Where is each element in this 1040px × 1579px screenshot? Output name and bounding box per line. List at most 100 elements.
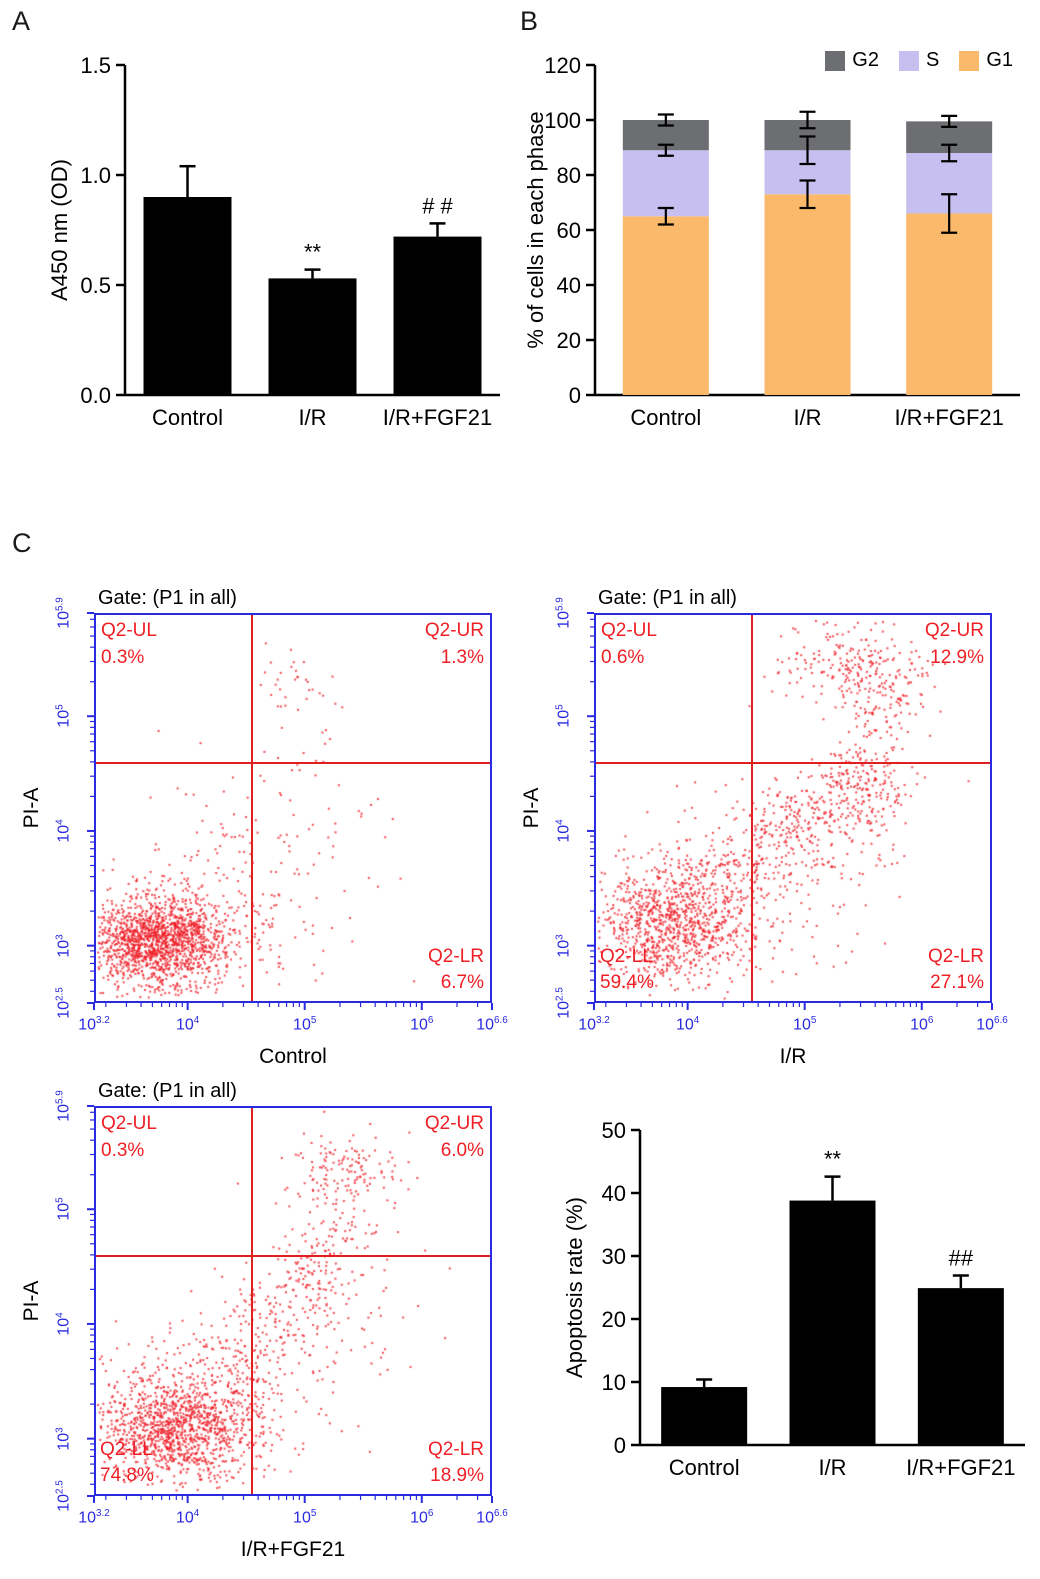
quadrant-line-vertical (251, 615, 254, 1001)
scatter-dots-canvas (96, 615, 490, 1001)
significance-annotation: ** (824, 1147, 842, 1172)
y-tick-label: 0.0 (80, 383, 111, 408)
quadrant-ur-name: Q2-UR (424, 620, 484, 641)
quadrant-ul: Q2-UL 0.3% (101, 618, 157, 671)
quadrant-ul-name: Q2-UL (601, 620, 657, 641)
panel-a-label: A (12, 6, 31, 36)
bar-I/R+FGF21 (393, 236, 482, 395)
x-tick-label: 103.2 (78, 1508, 110, 1527)
axis-ticks (587, 612, 993, 1010)
y-tick-label: 102.5 (54, 987, 73, 1019)
y-tick-label: 105 (54, 1197, 73, 1221)
x-axis-label: I/R+FGF21 (240, 1538, 346, 1561)
panel-b-label: B (520, 6, 539, 36)
quadrant-line-horizontal (96, 761, 490, 764)
x-tick-label: 106 (410, 1508, 434, 1527)
quadrant-line-vertical (751, 615, 754, 1001)
y-axis-label: Apoptosis rate (%) (562, 1197, 587, 1378)
flow-plot-control: Gate: (P1 in all) Q2-UL 0.3% Q2-UR 1.3% … (20, 585, 520, 1080)
y-axis-label: PI-A (20, 1280, 43, 1322)
quadrant-ur-pct: 6.0% (440, 1139, 484, 1161)
y-tick-label: 105.9 (554, 597, 573, 629)
x-category-label: I/R (298, 405, 326, 430)
y-tick-label: 1.5 (80, 53, 111, 78)
bar-Control (143, 197, 232, 395)
x-tick-label: 106 (410, 1015, 434, 1034)
y-axis-label: % of cells in each phase (523, 111, 548, 348)
viability-bar-chart: 0.0 0.5 1.0 1.5 A450 nm (OD) Control ** I/R # # I… (35, 25, 510, 455)
quadrant-ul-name: Q2-UL (101, 1113, 157, 1134)
x-tick-label: 106.6 (476, 1508, 508, 1527)
quadrant-line-horizontal (596, 761, 990, 764)
quadrant-lr-pct: 27.1% (930, 972, 984, 994)
flow-plot-ir-fgf21: Gate: (P1 in all) Q2-UL 0.3% Q2-UR 6.0% … (20, 1078, 520, 1573)
plot-frame: Q2-UL 0.3% Q2-UR 6.0% Q2-LR 18.9% Q2-LL … (94, 1106, 492, 1496)
legend-item-G1: G1 (959, 49, 1013, 72)
legend-item-G2: G2 (825, 49, 879, 72)
y-tick-label: 105 (54, 704, 73, 728)
legend-swatch-S (898, 50, 919, 71)
gate-label: Gate: (P1 in all) (98, 587, 237, 609)
y-tick-label: 102.5 (554, 987, 573, 1019)
x-category-label: I/R+FGF21 (894, 405, 1003, 430)
axis-ticks (87, 1105, 493, 1503)
x-category-label: I/R+FGF21 (383, 405, 492, 430)
x-tick-label: 105 (293, 1508, 317, 1527)
y-tick-label: 30 (602, 1244, 626, 1269)
quadrant-ul: Q2-UL 0.6% (601, 618, 657, 671)
scatter-dots-canvas (596, 615, 990, 1001)
quadrant-lr-pct: 6.7% (440, 972, 484, 994)
quadrant-ur-name: Q2-UR (924, 620, 984, 641)
x-tick-label: 105 (293, 1015, 317, 1034)
plot-frame: Q2-UL 0.3% Q2-UR 1.3% Q2-LR 6.7% (94, 613, 492, 1003)
panel-c-label: C (12, 528, 32, 558)
bar-I/R (789, 1200, 876, 1445)
quadrant-ul-pct: 0.6% (601, 646, 645, 668)
legend-label-G1: G1 (986, 49, 1013, 71)
quadrant-ul-pct: 0.3% (101, 1139, 145, 1161)
y-tick-label: 103 (54, 933, 73, 958)
y-tick-label: 80 (557, 163, 581, 188)
segment-G1-I/R (764, 194, 851, 395)
quadrant-ul-name: Q2-UL (101, 620, 157, 641)
y-tick-label: 20 (557, 328, 581, 353)
quadrant-ur-name: Q2-UR (424, 1113, 484, 1134)
y-tick-label: 100 (544, 108, 581, 133)
legend: G2 S G1 (825, 49, 1013, 72)
scatter-dots-canvas (96, 1108, 490, 1494)
y-tick-label: 20 (602, 1307, 626, 1332)
flow-plot-ir: Gate: (P1 in all) Q2-UL 0.6% Q2-UR 12.9%… (520, 585, 1020, 1080)
quadrant-ul: Q2-UL 0.3% (101, 1111, 157, 1164)
x-tick-label: 106.6 (976, 1015, 1008, 1034)
y-axis-label: PI-A (520, 787, 543, 829)
segment-G1-I/R+FGF21 (906, 213, 993, 395)
y-tick-label: 103 (54, 1426, 73, 1451)
quadrant-lr-name: Q2-LR (928, 945, 984, 967)
x-tick-label: 106 (910, 1015, 934, 1034)
y-tick-label: 50 (602, 1118, 626, 1143)
quadrant-ur: Q2-UR 12.9% (925, 618, 984, 671)
y-tick-label: 104 (54, 819, 73, 843)
axis-ticks (87, 612, 493, 1010)
significance-annotation: ## (949, 1246, 974, 1271)
gate-label: Gate: (P1 in all) (598, 587, 737, 609)
gate-label: Gate: (P1 in all) (98, 1080, 237, 1102)
y-tick-label: 105.9 (54, 597, 73, 629)
x-axis-label: I/R (779, 1045, 807, 1068)
quadrant-lr-name: Q2-LR (428, 945, 484, 967)
plot-frame: Q2-UL 0.6% Q2-UR 12.9% Q2-LR 27.1% Q2-LL… (594, 613, 992, 1003)
legend-swatch-G2 (825, 50, 846, 71)
x-category-label: I/R (793, 405, 821, 430)
x-category-label: Control (669, 1455, 740, 1480)
x-tick-label: 103.2 (78, 1015, 110, 1034)
bar-Control (661, 1387, 748, 1445)
legend-item-S: S (898, 49, 939, 72)
x-tick-label: 103.2 (578, 1015, 610, 1034)
apoptosis_bar-svg: 0 10 20 30 40 50 Apoptosis rate (%) Control ** I/… (562, 1118, 1025, 1480)
y-tick-label: 60 (557, 218, 581, 243)
y-axis-label: A450 nm (OD) (47, 159, 72, 301)
viability_bar-svg: 0.0 0.5 1.0 1.5 A450 nm (OD) Control ** I/R # # I… (47, 53, 500, 430)
x-tick-label: 104 (675, 1015, 700, 1034)
quadrant-ur: Q2-UR 6.0% (425, 1111, 484, 1164)
